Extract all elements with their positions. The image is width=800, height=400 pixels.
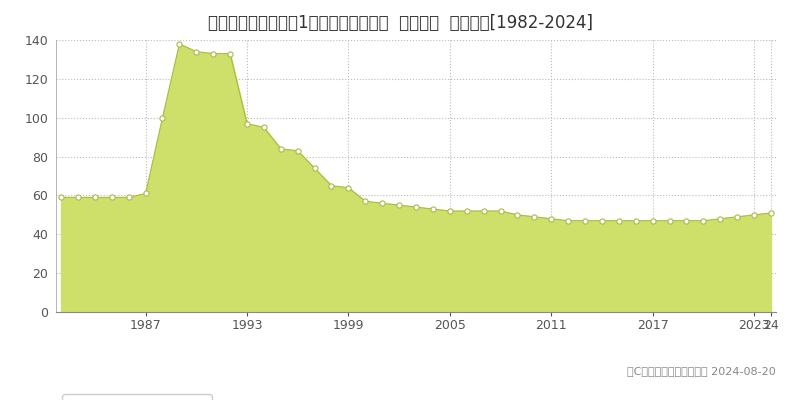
Point: [410, 204, 422, 210]
Point: [595, 218, 608, 224]
Point: [376, 200, 389, 206]
Point: [393, 202, 406, 208]
Point: [511, 212, 524, 218]
Point: [224, 50, 237, 57]
Point: [173, 41, 186, 47]
Point: [206, 50, 219, 57]
Point: [613, 218, 626, 224]
Point: [562, 218, 574, 224]
Text: 埼玉県所沢市中新乲1丁目１３１番１外  地価公示  地価推移[1982-2024]: 埼玉県所沢市中新乲1丁目１３１番１外 地価公示 地価推移[1982-2024]: [207, 14, 593, 32]
Point: [106, 194, 118, 200]
Point: [139, 190, 152, 197]
Point: [308, 165, 321, 172]
Point: [54, 194, 67, 200]
Point: [122, 194, 135, 200]
Point: [494, 208, 507, 214]
Point: [274, 146, 287, 152]
Point: [291, 148, 304, 154]
Point: [71, 194, 84, 200]
Point: [697, 218, 710, 224]
Point: [663, 218, 676, 224]
Point: [730, 214, 743, 220]
Text: （C）土地価格ドットコム 2024-08-20: （C）土地価格ドットコム 2024-08-20: [627, 366, 776, 376]
Point: [646, 218, 659, 224]
Legend: 地価公示 平均坪単価(万円/坪): 地価公示 平均坪単価(万円/坪): [62, 394, 211, 400]
Point: [89, 194, 102, 200]
Point: [528, 214, 541, 220]
Point: [190, 48, 202, 55]
Point: [478, 208, 490, 214]
Point: [258, 124, 270, 131]
Point: [630, 218, 642, 224]
Point: [765, 210, 778, 216]
Point: [748, 212, 761, 218]
Point: [342, 184, 354, 191]
Point: [325, 182, 338, 189]
Point: [241, 120, 254, 127]
Point: [578, 218, 591, 224]
Point: [426, 206, 439, 212]
Point: [359, 198, 372, 204]
Point: [714, 216, 726, 222]
Point: [443, 208, 456, 214]
Point: [156, 114, 169, 121]
Point: [460, 208, 473, 214]
Point: [545, 216, 558, 222]
Point: [680, 218, 693, 224]
